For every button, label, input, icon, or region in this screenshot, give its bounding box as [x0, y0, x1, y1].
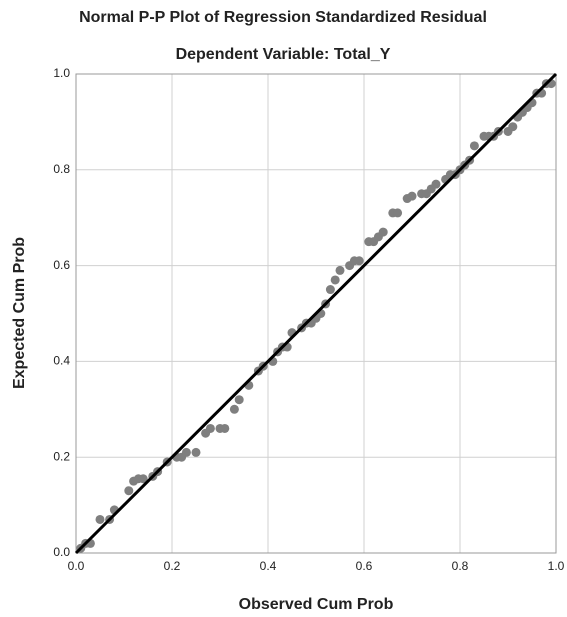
y-tick-label: 1.0	[53, 66, 70, 80]
point	[220, 424, 229, 433]
point	[182, 448, 191, 457]
x-axis-label: Observed Cum Prob	[239, 596, 394, 613]
point	[326, 285, 335, 294]
point	[235, 395, 244, 404]
x-tick-label: 1.0	[548, 559, 565, 573]
point	[379, 228, 388, 237]
y-tick-label: 0.6	[53, 258, 70, 272]
y-tick-label: 0.4	[53, 354, 70, 368]
point	[470, 141, 479, 150]
point	[355, 256, 364, 265]
x-tick-label: 0.8	[452, 559, 469, 573]
reference-line	[76, 74, 556, 553]
point	[192, 448, 201, 457]
point	[432, 180, 441, 189]
chart-title: Normal P-P Plot of Regression Standardiz…	[79, 9, 487, 26]
chart-subtitle: Dependent Variable: Total_Y	[176, 46, 391, 63]
point	[96, 515, 105, 524]
point	[508, 122, 517, 131]
point	[206, 424, 215, 433]
y-tick-label: 0.8	[53, 162, 70, 176]
x-tick-label: 0.4	[260, 559, 277, 573]
x-tick-label: 0.2	[164, 559, 181, 573]
chart: Normal P-P Plot of Regression Standardiz…	[0, 0, 567, 617]
point	[393, 208, 402, 217]
point	[336, 266, 345, 275]
point	[124, 486, 133, 495]
x-tick-label: 0.6	[356, 559, 373, 573]
point	[408, 192, 417, 201]
point	[230, 405, 239, 414]
point	[331, 275, 340, 284]
y-axis-label: Expected Cum Prob	[11, 237, 28, 389]
y-tick-label: 0.2	[53, 449, 70, 463]
y-tick-label: 0.0	[53, 545, 70, 559]
x-tick-label: 0.0	[68, 559, 85, 573]
